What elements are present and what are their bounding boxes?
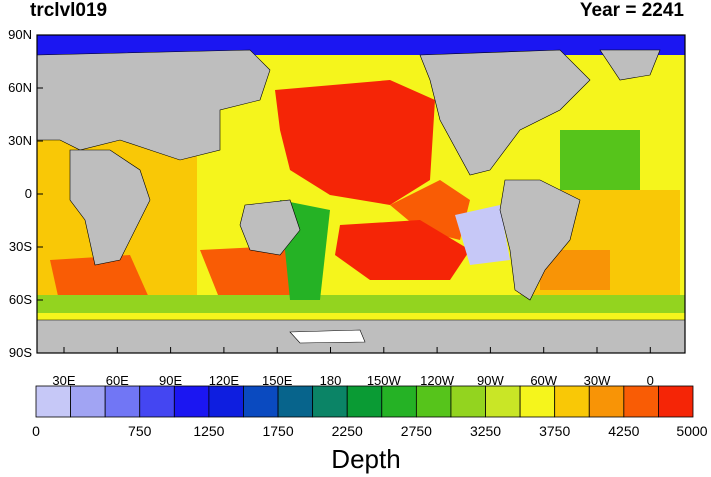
lat-ticks <box>37 34 43 354</box>
colorbar-bin <box>208 385 244 418</box>
lon-label: 120E <box>208 373 240 388</box>
colorbar-tick-label: 0 <box>32 423 40 439</box>
colorbar-tick-label: 3750 <box>539 423 571 439</box>
colorbar-bin <box>139 385 175 418</box>
colorbar-bin <box>623 385 659 418</box>
colorbar <box>35 385 694 418</box>
arctic-ocean <box>37 35 685 55</box>
lon-label: 120W <box>420 373 455 388</box>
colorbar-tick-label: 1250 <box>193 423 225 439</box>
lon-label: 180 <box>319 373 342 388</box>
colorbar-bin <box>658 385 694 418</box>
colorbar-bin <box>70 385 106 418</box>
colorbar-bin <box>519 385 556 418</box>
lon-label: 0 <box>646 373 654 388</box>
ice-shelf <box>289 329 366 344</box>
north-america <box>419 49 591 176</box>
lat-label: 0 <box>24 186 32 201</box>
colorbar-bin <box>173 385 210 418</box>
lon-label: 30E <box>52 373 76 388</box>
north-pacific-deep <box>275 80 435 205</box>
lon-label: 150W <box>366 373 401 388</box>
eurasia <box>37 49 271 161</box>
lon-label: 150E <box>262 373 293 388</box>
colorbar-bin <box>243 385 279 418</box>
colorbar-bin <box>485 385 521 418</box>
lon-label: 60W <box>530 373 558 388</box>
southern-ocean-band <box>37 295 685 313</box>
ocean-patch <box>200 245 310 300</box>
colorbar-tick-label: 4250 <box>608 423 640 439</box>
pacific-patch <box>390 180 470 240</box>
colorbar-tick-label: 2250 <box>331 423 363 439</box>
south-pacific-deep <box>335 220 470 280</box>
ocean-patch <box>50 255 150 305</box>
colorbar-tick-label: 1750 <box>262 423 294 439</box>
lon-ticks <box>63 347 651 353</box>
lon-label: 90W <box>477 373 504 388</box>
ocean-patch <box>560 130 640 190</box>
lon-label: 90E <box>159 373 183 388</box>
lat-label: 30N <box>8 133 32 148</box>
africa <box>69 149 151 266</box>
colorbar-bin <box>381 385 417 418</box>
lat-label: 60N <box>8 80 32 95</box>
lat-label: 90N <box>8 27 32 42</box>
colorbar-bin <box>450 385 486 418</box>
south-america <box>499 179 581 301</box>
colorbar-title: Depth <box>331 444 401 474</box>
colorbar-bin <box>277 385 314 418</box>
colorbar-bin <box>35 385 71 418</box>
colorbar-bin <box>104 385 141 418</box>
lat-label: 30S <box>8 239 32 254</box>
colorbar-bin <box>346 385 383 418</box>
colorbar-tick-label: 750 <box>128 423 152 439</box>
colorbar-tick-label: 5000 <box>676 423 708 439</box>
lon-label: 60E <box>105 373 129 388</box>
australia <box>239 199 301 256</box>
colorbar-tick-label: 3250 <box>469 423 502 439</box>
ocean-depth-map <box>37 35 685 353</box>
year-label: Year = 2241 <box>579 0 684 21</box>
lat-label: 90S <box>8 345 32 360</box>
lat-label: 60S <box>8 292 32 307</box>
colorbar-bin <box>554 385 590 418</box>
pacific-shallow <box>455 205 510 265</box>
colorbar-bin <box>312 385 348 418</box>
lon-label: 30W <box>583 373 611 388</box>
colorbar-bin <box>588 385 625 418</box>
colorbar-tick-label: 2750 <box>400 423 432 439</box>
greenland <box>599 49 661 81</box>
map-title: trclvl019 <box>30 0 108 21</box>
colorbar-bin <box>415 385 452 418</box>
